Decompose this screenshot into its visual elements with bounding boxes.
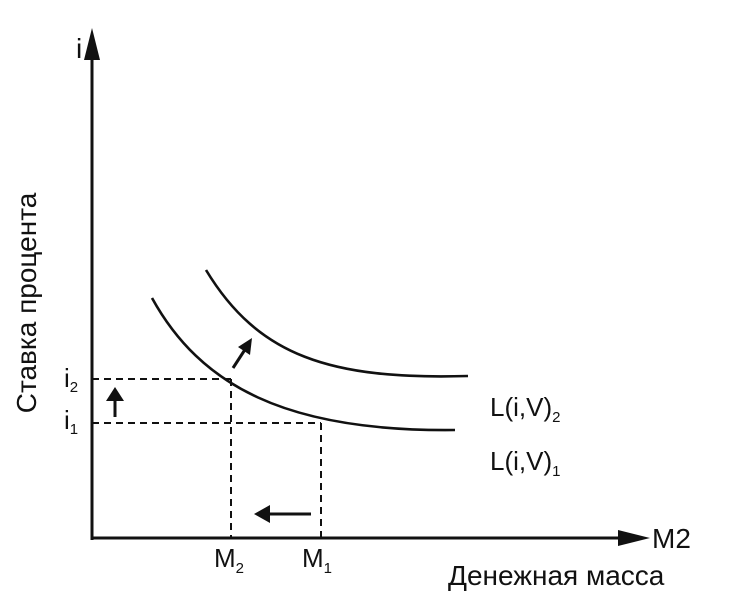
curve-lower-label: L(i,V)1 (490, 446, 560, 480)
x-axis-symbol: M2 (652, 523, 691, 554)
y-axis-symbol: i (76, 33, 82, 64)
curve-shift-arrowhead (238, 338, 252, 355)
rate-up-arrowhead (106, 387, 124, 401)
x-tick-m1: M1 (302, 543, 332, 577)
curve-upper-label: L(i,V)2 (490, 392, 560, 426)
money-left-arrowhead (254, 505, 270, 523)
y-axis-arrowhead (84, 28, 100, 60)
curve-l-upper (204, 269, 469, 378)
x-tick-m2: M2 (214, 543, 244, 577)
curve-shift-arrow (231, 347, 248, 369)
y-tick-i1: i1 (64, 405, 78, 438)
x-axis-arrowhead (618, 530, 650, 546)
y-axis-label: Ставка процента (11, 192, 42, 413)
x-axis-label: Денежная масса (448, 560, 665, 591)
y-tick-i2: i2 (64, 363, 78, 396)
curve-l-lower (150, 297, 456, 432)
